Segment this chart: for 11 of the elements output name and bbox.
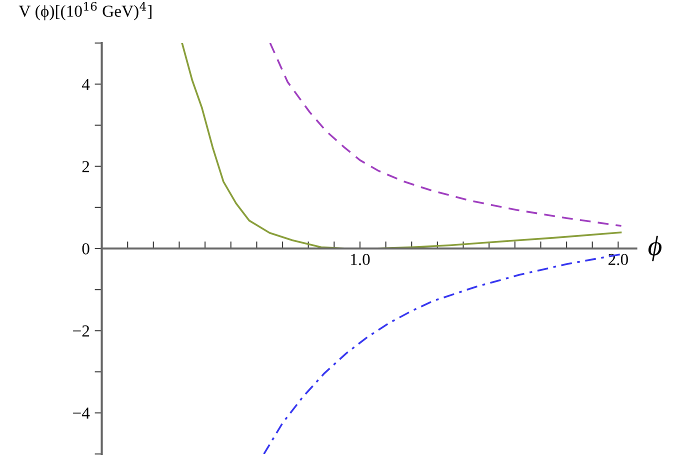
line-series [269,43,622,227]
y-tick-label: −2 [73,325,90,336]
x-tick-label: 1.0 [351,254,370,266]
y-tick-label: −4 [73,408,90,419]
y-tick-label: 4 [82,78,90,90]
x-axis-title: ϕ [648,236,662,262]
y-tick-label: 2 [82,161,90,172]
x-tick-label: 2.0 [608,254,628,266]
y-axis-title: V (ϕ)[(10$^{16}$ GeV)$^{4}$] [18,2,152,20]
line-series [181,43,622,250]
y-tick-label: 0 [82,243,90,254]
